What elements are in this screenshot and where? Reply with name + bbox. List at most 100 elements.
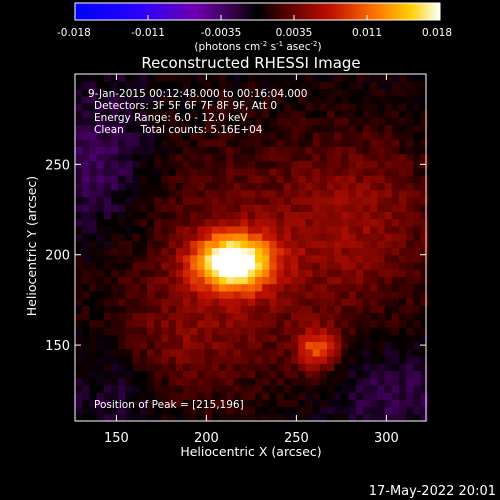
heatmap-cell bbox=[319, 74, 328, 82]
heatmap-cell bbox=[413, 81, 422, 90]
heatmap-cell bbox=[298, 189, 306, 198]
heatmap-cell bbox=[204, 327, 213, 335]
heatmap-cell bbox=[255, 218, 263, 227]
heatmap-cell bbox=[413, 312, 422, 321]
heatmap-cell bbox=[370, 290, 378, 299]
heatmap-cell bbox=[298, 327, 306, 335]
heatmap-cell bbox=[111, 355, 119, 364]
heatmap-cell bbox=[226, 399, 234, 408]
heatmap-cell bbox=[219, 189, 227, 198]
heatmap-cell bbox=[197, 124, 206, 133]
heatmap-cell bbox=[154, 298, 162, 306]
heatmap-cell bbox=[219, 312, 227, 321]
heatmap-cell bbox=[147, 392, 155, 400]
heatmap-cell bbox=[197, 283, 206, 292]
heatmap-cell bbox=[211, 81, 220, 90]
heatmap-cell bbox=[118, 189, 126, 198]
heatmap-cell bbox=[399, 81, 407, 90]
heatmap-cell bbox=[139, 406, 148, 415]
heatmap-cell bbox=[276, 312, 285, 321]
heatmap-cell bbox=[147, 254, 155, 263]
heatmap-cell bbox=[283, 334, 292, 343]
heatmap-cell bbox=[283, 131, 292, 140]
heatmap-cell bbox=[406, 261, 414, 270]
heatmap-cell bbox=[132, 218, 141, 227]
heatmap-cell bbox=[298, 319, 306, 328]
heatmap-cell bbox=[219, 160, 227, 169]
heatmap-cell bbox=[75, 276, 83, 285]
heatmap-cell bbox=[334, 276, 342, 285]
heatmap-cell bbox=[118, 117, 126, 126]
heatmap-cell bbox=[298, 160, 306, 169]
heatmap-cell bbox=[204, 139, 213, 147]
heatmap-cell bbox=[240, 254, 249, 263]
heatmap-cell bbox=[168, 348, 177, 357]
heatmap-cell bbox=[370, 182, 378, 191]
heatmap-cell bbox=[283, 247, 292, 256]
heatmap-cell bbox=[255, 240, 263, 249]
heatmap-cell bbox=[420, 363, 429, 371]
heatmap-cell bbox=[413, 110, 422, 118]
heatmap-cell bbox=[154, 211, 162, 220]
heatmap-cell bbox=[262, 276, 270, 285]
heatmap-cell bbox=[262, 392, 270, 400]
heatmap-cell bbox=[319, 399, 328, 408]
heatmap-cell bbox=[183, 167, 191, 176]
heatmap-cell bbox=[377, 153, 386, 162]
heatmap-cell bbox=[197, 81, 206, 90]
heatmap-cell bbox=[406, 399, 414, 408]
heatmap-cell bbox=[305, 218, 314, 227]
heatmap-cell bbox=[175, 196, 184, 205]
heatmap-cell bbox=[82, 290, 90, 299]
heatmap-cell bbox=[89, 327, 98, 335]
heatmap-cell bbox=[125, 384, 134, 393]
heatmap-cell bbox=[82, 247, 90, 256]
heatmap-cell bbox=[154, 167, 162, 176]
heatmap-cell bbox=[312, 384, 321, 393]
heatmap-cell bbox=[103, 153, 112, 162]
heatmap-cell bbox=[399, 182, 407, 191]
heatmap-cell bbox=[190, 348, 198, 357]
heatmap-cell bbox=[312, 334, 321, 343]
heatmap-cell bbox=[305, 110, 314, 118]
heatmap-cell bbox=[240, 399, 249, 408]
heatmap-cell bbox=[111, 110, 119, 118]
heatmap-cell bbox=[377, 392, 386, 400]
heatmap-cell bbox=[312, 290, 321, 299]
heatmap-cell bbox=[190, 384, 198, 393]
heatmap-cell bbox=[298, 204, 306, 212]
heatmap-cell bbox=[240, 370, 249, 379]
heatmap-cell bbox=[298, 175, 306, 184]
heatmap-cell bbox=[139, 167, 148, 176]
heatmap-cell bbox=[226, 312, 234, 321]
heatmap-cell bbox=[226, 175, 234, 184]
heatmap-cell bbox=[255, 276, 263, 285]
heatmap-cell bbox=[197, 182, 206, 191]
heatmap-cell bbox=[334, 131, 342, 140]
heatmap-cell bbox=[132, 182, 141, 191]
heatmap-cell bbox=[269, 413, 278, 422]
heatmap-cell bbox=[305, 283, 314, 292]
heatmap-cell bbox=[125, 131, 134, 140]
x-tick-label: 150 bbox=[104, 431, 129, 446]
heatmap-cell bbox=[276, 283, 285, 292]
heatmap-cell bbox=[168, 377, 177, 386]
heatmap-cell bbox=[255, 182, 263, 191]
heatmap-cell bbox=[183, 81, 191, 90]
heatmap-cell bbox=[125, 298, 134, 306]
heatmap-cell bbox=[269, 153, 278, 162]
heatmap-cell bbox=[276, 247, 285, 256]
heatmap-cell bbox=[399, 160, 407, 169]
heatmap-cell bbox=[384, 225, 393, 234]
heatmap-cell bbox=[269, 283, 278, 292]
heatmap-cell bbox=[255, 131, 263, 140]
heatmap-cell bbox=[132, 384, 141, 393]
heatmap-cell bbox=[283, 124, 292, 133]
heatmap-cell bbox=[247, 131, 256, 140]
heatmap-cell bbox=[103, 189, 112, 198]
heatmap-cell bbox=[276, 298, 285, 306]
heatmap-cell bbox=[240, 74, 249, 82]
heatmap-cell bbox=[139, 370, 148, 379]
heatmap-cell bbox=[312, 204, 321, 212]
heatmap-cell bbox=[276, 175, 285, 184]
